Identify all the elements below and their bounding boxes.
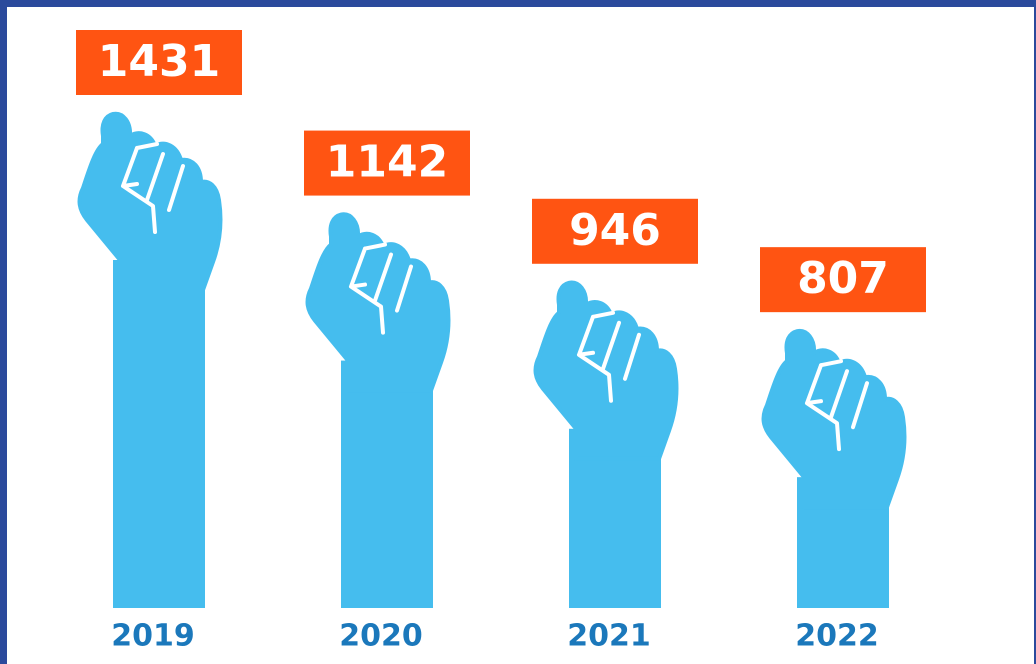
arm — [341, 360, 433, 608]
value-label-box — [304, 130, 470, 196]
fist-detail — [349, 242, 413, 335]
fist-bar — [533, 280, 679, 608]
fist-bar — [77, 111, 223, 608]
value-label-box — [76, 30, 242, 95]
fist-detail — [121, 142, 185, 234]
category-label: 2022 — [795, 619, 879, 654]
value-label: 1142 — [326, 137, 448, 188]
fist-bar — [305, 212, 451, 608]
value-label: 807 — [797, 253, 889, 304]
category-label: 2020 — [339, 619, 423, 654]
fist-detail — [577, 310, 641, 403]
value-label-box — [760, 247, 926, 313]
fist-bar — [761, 328, 907, 608]
category-label: 2019 — [111, 619, 195, 654]
arm — [113, 260, 205, 608]
value-label: 1431 — [98, 36, 220, 87]
value-label-box — [532, 198, 698, 264]
value-label: 946 — [569, 205, 661, 256]
category-label: 2021 — [567, 619, 651, 654]
fist-detail — [805, 359, 869, 452]
